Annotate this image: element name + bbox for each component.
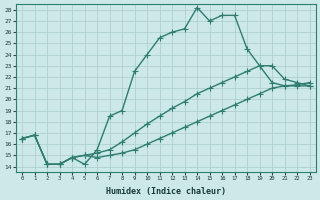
X-axis label: Humidex (Indice chaleur): Humidex (Indice chaleur) xyxy=(106,187,226,196)
